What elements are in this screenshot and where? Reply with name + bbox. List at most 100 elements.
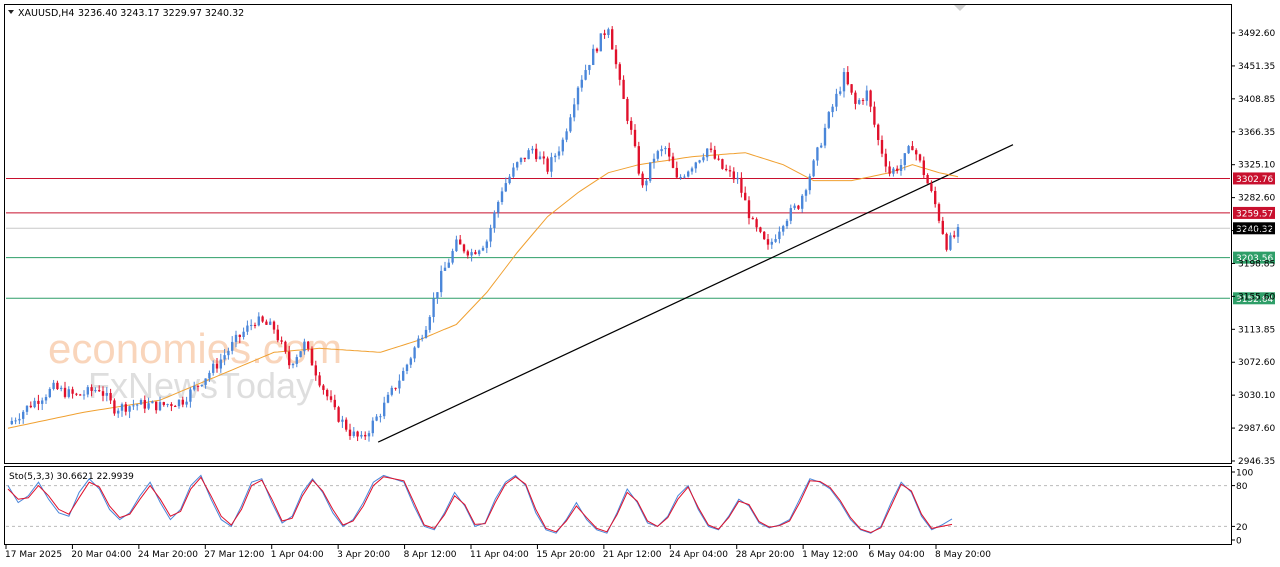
candle-body [949, 235, 952, 250]
candle-body [827, 112, 830, 128]
time-axis[interactable]: 17 Mar 2025 20 Mar 04:00 24 Mar 20:00 27 Ma… [5, 545, 991, 560]
candle-body [71, 389, 74, 394]
candle-body [462, 244, 466, 252]
candle-body [618, 64, 621, 80]
candle-body [37, 400, 40, 404]
candle-body [660, 149, 663, 152]
price-pane[interactable] [4, 4, 1232, 464]
candle-body [770, 241, 773, 245]
candle-body [804, 190, 808, 196]
candle-body [231, 341, 234, 351]
candle-body [580, 79, 583, 88]
candle-body [265, 321, 268, 325]
candle-body [717, 158, 720, 160]
candle-body [554, 155, 557, 158]
stochastic-main-line [7, 474, 953, 534]
candle-body [903, 153, 906, 166]
candle-body [740, 177, 743, 193]
candle-body [576, 87, 580, 105]
candle-body [341, 419, 344, 422]
candle-body [766, 239, 770, 245]
candle-body [858, 100, 861, 104]
candle-body [60, 387, 63, 390]
candle-body [782, 226, 785, 232]
candle-body [48, 388, 51, 398]
candle-body [447, 262, 450, 268]
candle-body [512, 167, 515, 177]
candle-body [899, 165, 903, 172]
candle-body [375, 416, 378, 421]
time-tick-label: 27 Mar 12:00 [204, 550, 264, 560]
candle-body [785, 220, 789, 227]
candle-body [98, 390, 101, 392]
level-price-label: 3240.32 [1236, 225, 1273, 235]
trendline-layer [377, 144, 1014, 443]
candle-body [22, 411, 25, 419]
candle-body [33, 400, 36, 408]
candle-body [535, 148, 538, 160]
candle-body [242, 331, 245, 338]
candle-body [314, 365, 317, 376]
candle-body [531, 148, 534, 151]
candle-body [683, 176, 686, 178]
time-tick-label: 24 Mar 20:00 [138, 550, 198, 560]
price-tick-label: 2946.35 [1238, 457, 1275, 467]
candle-body [637, 146, 640, 174]
candle-body [728, 170, 732, 172]
candle-body [227, 350, 230, 356]
candle-body [166, 404, 169, 406]
candle-body [440, 270, 443, 293]
candle-body [603, 33, 606, 36]
candle-body [497, 201, 500, 213]
candle-body [215, 363, 219, 369]
candle-body [352, 431, 355, 436]
price-tick-label: 3408.85 [1238, 95, 1275, 105]
price-axis[interactable]: 3492.60 3451.35 3408.85 3366.35 3325.10 3282.… [1231, 29, 1275, 467]
candle-body [75, 393, 78, 395]
stochastic-pane[interactable] [4, 466, 1232, 545]
candle-body [584, 70, 587, 80]
candle-body [41, 400, 44, 404]
candle-body [276, 329, 279, 341]
time-tick-label: 1 May 12:00 [802, 550, 858, 560]
candle-body [611, 29, 614, 50]
candle-body [801, 195, 804, 209]
candle-body [846, 72, 849, 85]
candle-body [56, 382, 59, 390]
candle-body [383, 402, 386, 417]
candle-body [120, 404, 124, 411]
candle-body [234, 334, 238, 342]
candle-body [113, 400, 116, 414]
dropdown-arrow-icon[interactable] [8, 10, 14, 14]
scroll-marker-icon[interactable] [954, 5, 966, 11]
candle-body [892, 168, 895, 174]
price-tick-label: 3366.35 [1238, 128, 1275, 138]
price-tick-label: 3240.32 [1238, 227, 1275, 237]
candle-body [519, 157, 523, 163]
candle-body [873, 106, 876, 125]
price-tick-label: 3198.85 [1238, 259, 1275, 269]
chart-header: XAUUSD,H4 3236.40 3243.17 3229.97 3240.3… [8, 5, 966, 19]
candle-body [839, 91, 842, 94]
candle-body [204, 378, 207, 385]
candle-body [189, 389, 192, 402]
candle-body [193, 385, 196, 390]
candle-body [432, 298, 435, 317]
level-price-tag [1233, 251, 1275, 264]
time-tick-label: 6 May 04:00 [869, 550, 925, 560]
candle-body [546, 158, 549, 172]
price-tick-label: 3492.60 [1238, 29, 1275, 39]
price-tick-label: 3325.10 [1238, 161, 1275, 171]
moving-average-layer [7, 152, 959, 429]
candle-body [945, 233, 948, 250]
candle-body [500, 191, 504, 202]
candle-body [86, 387, 89, 395]
candle-body [542, 156, 545, 159]
candle-body [196, 385, 200, 387]
candle-body [364, 434, 367, 437]
candle-body [896, 168, 899, 172]
candle-body [295, 357, 298, 364]
price-tick-label: 3451.35 [1238, 62, 1275, 72]
candle-body [668, 148, 671, 157]
